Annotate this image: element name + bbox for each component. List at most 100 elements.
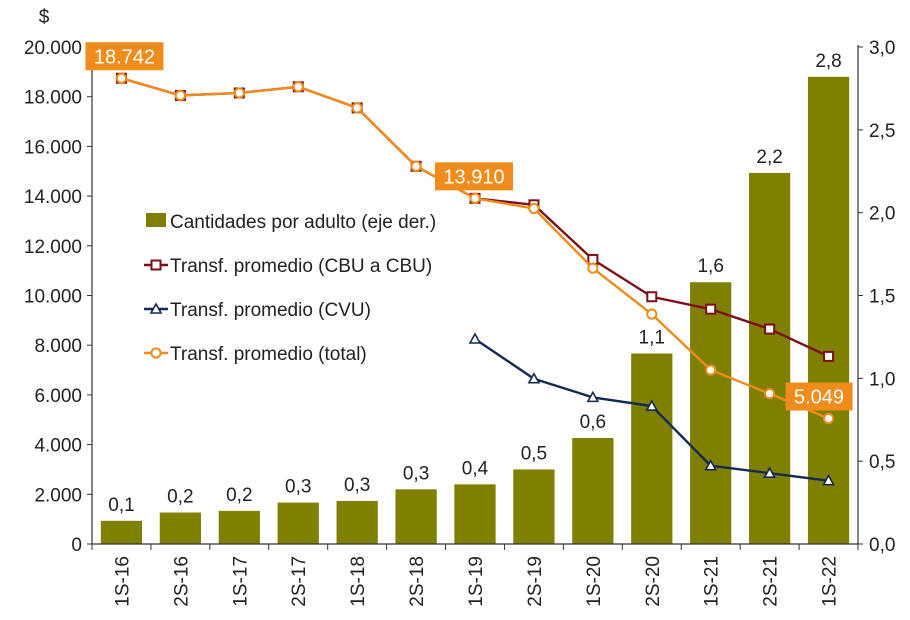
series-point-circle	[469, 192, 481, 204]
bar-data-label: 2,8	[815, 51, 841, 72]
right-axis-tick-label: 0,0	[869, 535, 895, 556]
bar	[748, 172, 791, 544]
series-point-circle	[587, 262, 599, 274]
callouts: 18.742 13.910 5.049	[85, 42, 853, 411]
series-point-triangle	[527, 372, 541, 384]
right-axis-tick-label: 0,5	[869, 452, 895, 473]
series-point-square	[764, 323, 776, 335]
x-axis-tick-label: 2S-20	[643, 556, 664, 607]
x-axis-tick-label: 2S-16	[171, 556, 192, 607]
bar	[100, 520, 143, 544]
bar-data-label: 0,3	[403, 463, 429, 484]
series-point-circle	[292, 81, 304, 93]
series-point-square	[646, 291, 658, 303]
bar	[336, 500, 378, 544]
bar-data-label: 2,2	[756, 147, 782, 168]
legend-marker-triangle	[149, 302, 163, 314]
right-axis-tick-label: 1,5	[869, 287, 895, 308]
x-axis-tick-label: 1S-19	[466, 556, 487, 607]
right-axis-tick-label: 1,0	[869, 369, 895, 390]
legend-label-circle: Transf. promedio (total)	[170, 344, 367, 365]
callout-label: 13.910	[443, 166, 504, 188]
legend-swatch-bars	[146, 213, 166, 227]
callout-box	[85, 42, 164, 71]
x-axis-tick-label: 1S-17	[230, 556, 251, 607]
legend-label-bars: Cantidades por adulto (eje der.)	[170, 212, 436, 233]
series-point-triangle	[822, 473, 835, 486]
series-point-square	[823, 350, 835, 362]
series-point-circle	[410, 160, 422, 172]
right-axis-tick-label: 2,0	[869, 204, 895, 225]
left-axis-tick-label: 10.000	[24, 287, 82, 308]
series-point-circle	[174, 89, 186, 102]
bar-data-label: 0,5	[521, 443, 547, 464]
right-axis: 0,0 0,5 1,0 1,5 2,0 2,5 3,0	[857, 38, 895, 556]
bar-data-label: 0,2	[167, 487, 193, 508]
legend-marker-circle	[150, 347, 162, 359]
series-point-circle	[115, 72, 128, 84]
bar-data-label: 0,4	[462, 458, 489, 479]
bar	[277, 502, 319, 544]
bar-data-label: 1,6	[697, 256, 723, 277]
legend: Cantidades por adulto (eje der.) Transf. …	[144, 212, 436, 365]
x-axis-tick-label: 1S-18	[348, 556, 369, 607]
bar-data-labels: 0,1 0,2 0,2 0,3 0,3 0,3 0,4 0,5 0,6 1,1 1,6 2,2 2,8	[108, 51, 841, 516]
x-axis-tick-label: 2S-17	[289, 556, 310, 607]
bar-data-label: 1,1	[639, 327, 665, 348]
bar	[807, 76, 850, 544]
x-axis-tick-label: 1S-21	[702, 556, 723, 607]
left-axis-tick-label: 18.000	[24, 88, 82, 109]
series-point-circle	[822, 412, 835, 425]
series-point-triangle	[468, 332, 482, 344]
series-point-circle	[764, 388, 776, 400]
bar	[690, 282, 732, 544]
bar-data-label: 0,2	[226, 485, 252, 506]
bar	[572, 437, 614, 544]
right-axis-tick-label: 3,0	[869, 38, 895, 59]
left-axis-tick-label: 12.000	[24, 237, 82, 258]
x-axis-tick-label: 2S-21	[761, 556, 782, 607]
x-axis: 1S-16 2S-16 1S-17 2S-17 1S-18 2S-18 1S-19 2S-19…	[91, 543, 859, 607]
left-axis-tick-label: 16.000	[24, 137, 82, 158]
left-axis-tick-label: 4.000	[34, 436, 82, 457]
bar	[513, 469, 555, 544]
bar-data-label: 0,1	[108, 495, 134, 516]
x-axis-tick-label: 2S-19	[525, 556, 546, 607]
callout-box	[785, 382, 853, 411]
legend-marker-square	[150, 259, 162, 271]
bar-data-label: 0,6	[580, 412, 606, 433]
left-axis-tick-label: 14.000	[24, 187, 82, 208]
left-axis-unit-label: $	[39, 7, 50, 28]
series-point-circle	[705, 364, 717, 376]
bar	[454, 484, 496, 544]
bar-data-label: 0,3	[285, 477, 311, 498]
left-axis: 0 2.000 4.000 6.000 8.000 10.000 12.000 14.000 1…	[24, 7, 93, 556]
bar	[395, 489, 437, 544]
callout-label: 5.049	[794, 387, 844, 409]
series-point-square	[705, 303, 717, 315]
bar-series	[100, 76, 850, 544]
series-point-circle	[351, 102, 363, 114]
callout-label: 18.742	[94, 46, 155, 68]
line-series	[115, 72, 835, 486]
series-point-circle	[646, 308, 658, 320]
bar	[159, 512, 202, 544]
legend-label-triangle: Transf. promedio (CVU)	[170, 300, 371, 321]
left-axis-tick-label: 0	[71, 535, 82, 556]
series-point-triangle	[763, 466, 776, 478]
left-axis-tick-label: 2.000	[34, 485, 82, 506]
series-point-circle	[528, 202, 540, 215]
series-point-circle	[233, 87, 245, 99]
x-axis-tick-label: 1S-22	[820, 556, 841, 607]
left-axis-tick-label: 8.000	[34, 336, 82, 357]
bar	[631, 353, 673, 544]
x-axis-tick-label: 1S-20	[584, 556, 605, 607]
x-axis-tick-label: 2S-18	[407, 556, 428, 607]
bar	[218, 510, 260, 544]
right-axis-tick-label: 2,5	[869, 121, 895, 142]
callout-box	[435, 162, 513, 191]
legend-label-square: Transf. promedio (CBU a CBU)	[170, 256, 432, 277]
series-point-triangle	[704, 459, 718, 471]
series-point-triangle	[645, 399, 659, 411]
